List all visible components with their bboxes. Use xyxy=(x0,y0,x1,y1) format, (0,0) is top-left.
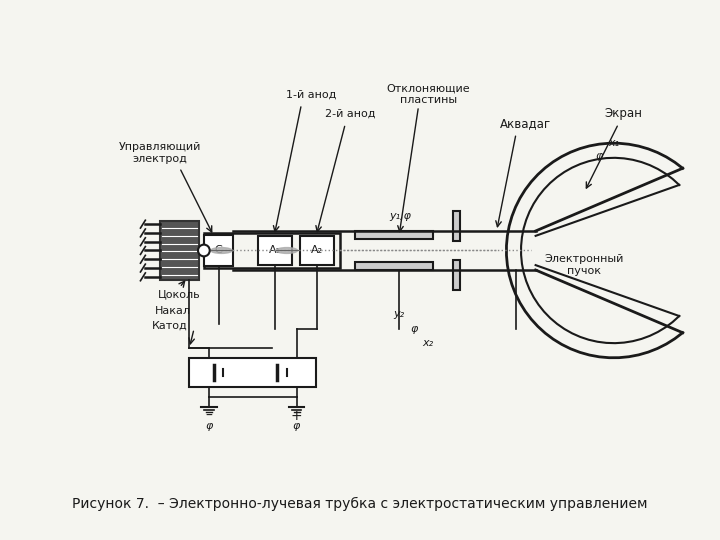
Text: –: – xyxy=(205,409,212,423)
Text: A₂: A₂ xyxy=(310,246,323,255)
Text: A₁: A₁ xyxy=(269,246,281,255)
Text: C: C xyxy=(215,246,222,255)
Bar xyxy=(189,358,316,387)
Text: φ: φ xyxy=(205,421,212,431)
Bar xyxy=(160,221,199,280)
Text: Электронный
пучок: Электронный пучок xyxy=(545,254,624,276)
Bar xyxy=(204,235,233,266)
Bar xyxy=(204,233,341,268)
Text: 1-й анод: 1-й анод xyxy=(286,90,336,99)
Text: Рисунок 7.  – Электронно-лучевая трубка с электростатическим управлением: Рисунок 7. – Электронно-лучевая трубка с… xyxy=(72,497,648,511)
Text: Катод: Катод xyxy=(152,321,188,330)
Bar xyxy=(258,236,292,265)
Text: y₁,φ: y₁,φ xyxy=(390,211,411,221)
Bar xyxy=(453,212,461,241)
Text: Отклоняющие
пластины: Отклоняющие пластины xyxy=(387,84,470,105)
Ellipse shape xyxy=(276,247,297,253)
Text: Экран: Экран xyxy=(605,107,642,120)
Text: Цоколь: Цоколь xyxy=(158,289,201,299)
Text: φ: φ xyxy=(595,151,603,161)
Text: x₁: x₁ xyxy=(608,138,619,148)
Ellipse shape xyxy=(211,247,232,253)
Text: Управляющий
электрод: Управляющий электрод xyxy=(119,142,201,164)
Text: φ: φ xyxy=(410,323,418,334)
Text: +: + xyxy=(291,409,302,423)
Bar xyxy=(300,236,333,265)
Text: Накал: Накал xyxy=(155,306,191,316)
Text: x₂: x₂ xyxy=(423,338,434,348)
Text: φ: φ xyxy=(293,421,300,431)
Text: 2-й анод: 2-й анод xyxy=(325,109,376,119)
Bar xyxy=(355,231,433,239)
Text: Аквадаг: Аквадаг xyxy=(500,117,552,130)
Text: y₂: y₂ xyxy=(393,309,405,319)
Circle shape xyxy=(198,245,210,256)
Bar xyxy=(355,262,433,270)
Bar xyxy=(453,260,461,289)
